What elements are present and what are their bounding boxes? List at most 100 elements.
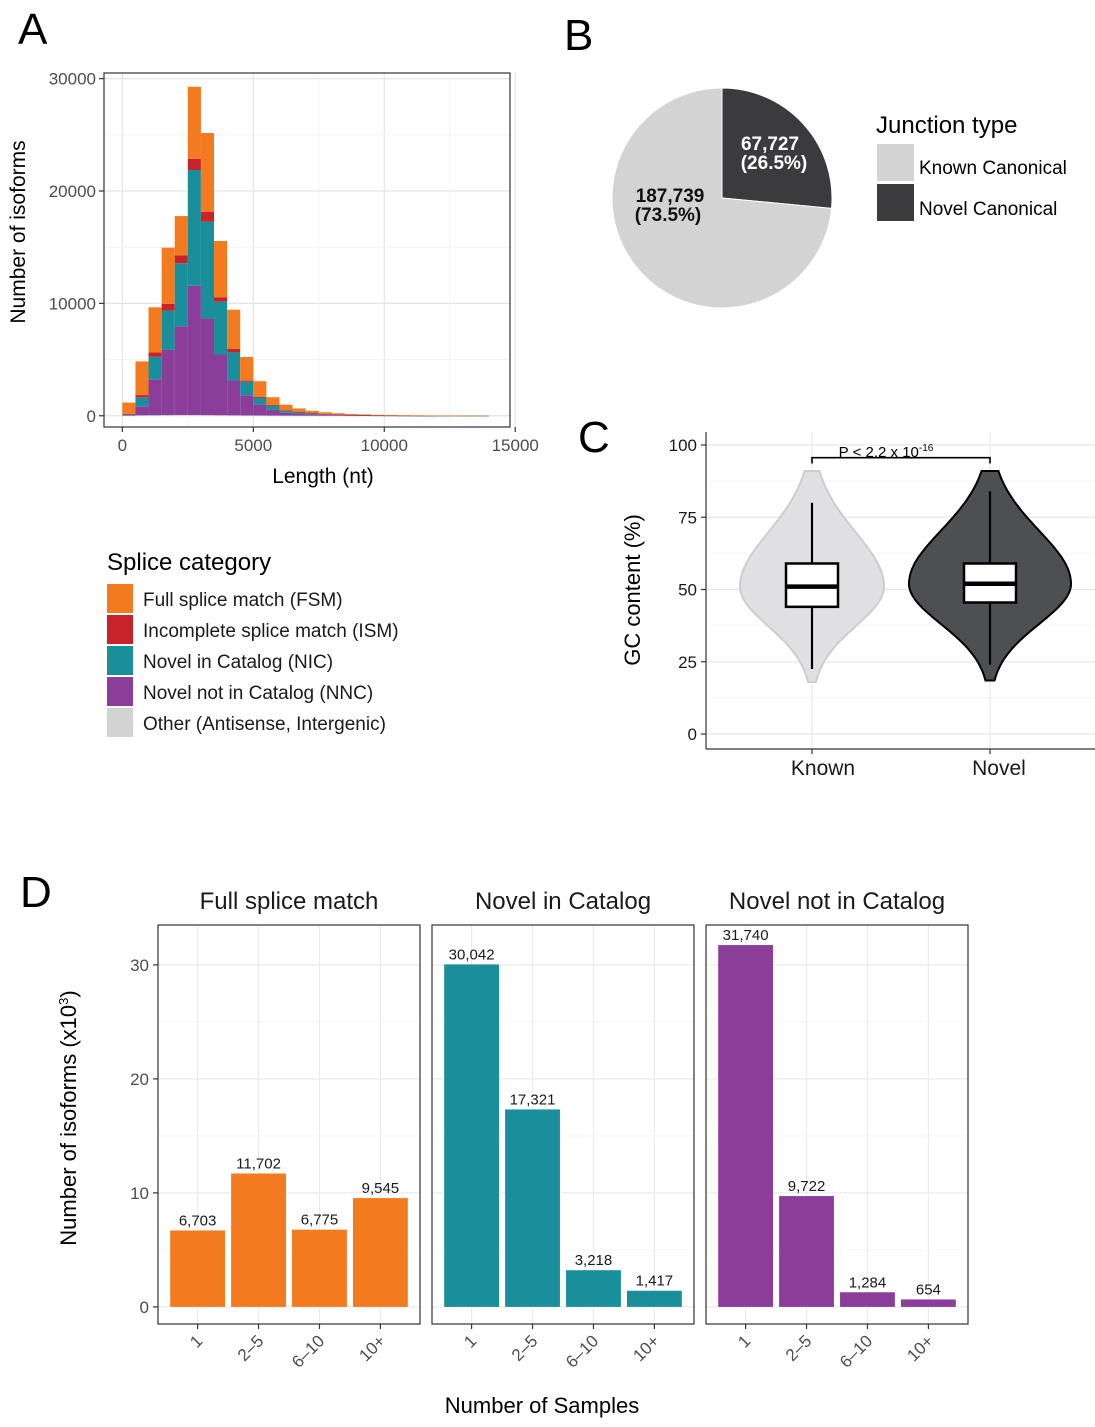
histogram-bar-nic-bin-0 (122, 414, 136, 415)
y-tick-label: 0 (87, 407, 96, 426)
significance-bracket (811, 456, 991, 464)
panel-c-y-axis-title: GC content (%) (620, 514, 645, 666)
histogram-bar-fsm-bin-26 (462, 415, 476, 417)
bar-full-splice-match-6-10 (292, 1229, 347, 1307)
histogram-bar-fsm-bin-25 (449, 415, 463, 417)
x-tick-label: 6–10 (836, 1331, 876, 1371)
facet-full-splice-match: Full splice match 6,703 1 11,702 2–5 6,775 6–1… (157, 888, 421, 1372)
legend-label-incomplete-splice-match-ism: Incomplete splice match (ISM) (143, 621, 399, 642)
histogram-bar-antisense-intergenic-bin-18 (358, 415, 372, 417)
histogram-bar-nic-bin-8 (227, 352, 241, 381)
x-tick-label: 6–10 (562, 1331, 602, 1371)
histogram-bar-nnc-bin-17 (344, 415, 359, 416)
panel-d-y-axis-title: Number of isoforms (x103) (56, 990, 81, 1245)
panel-d: D Full splice match 6,703 1 11,702 2–5 6,775 6… (20, 868, 969, 1418)
histogram-bar-ism-bin-19 (371, 415, 385, 416)
bar-data-label: 1,417 (636, 1273, 674, 1290)
histogram-bar-antisense-intergenic-bin-4 (174, 414, 188, 416)
pie-label-known-percent: (73.5%) (635, 205, 702, 226)
histogram-bar-antisense-intergenic-bin-10 (253, 415, 267, 417)
histogram-bar-ism-bin-12 (279, 410, 293, 411)
histogram-bar-fsm-bin-17 (344, 413, 359, 415)
pie-slice-known-canonical (611, 87, 833, 309)
pie-label-novel-percent: (26.5%) (741, 153, 808, 174)
histogram-bar-fsm-bin-1 (135, 361, 149, 396)
panel-c-letter: C (578, 413, 610, 462)
histogram-bar-fsm-bin-9 (240, 356, 254, 381)
histogram-bar-antisense-intergenic-bin-15 (318, 415, 332, 417)
facet-novel-not-in-catalog: Novel not in Catalog 31,740 1 9,722 2–5 1,284… (705, 888, 969, 1372)
histogram-bar-fsm-bin-3 (161, 247, 175, 304)
bar-novel-in-catalog-10 (626, 1290, 682, 1307)
facet-title: Novel in Catalog (475, 888, 651, 915)
x-tick-label: 1 (734, 1331, 754, 1351)
bar-novel-not-in-catalog-1 (718, 945, 774, 1307)
panel-a-y-axis-title: Number of isoforms (7, 140, 30, 323)
facet-border (705, 924, 969, 1325)
legend-swatch-known-canonical (877, 144, 914, 181)
histogram-bar-fsm-bin-24 (436, 415, 450, 417)
violin-group-novel (908, 470, 1072, 682)
y-tick-label: 0 (688, 725, 697, 744)
histogram-bar-antisense-intergenic-bin-2 (148, 415, 162, 416)
legend-swatch-novel-canonical (877, 184, 914, 221)
y-tick-label: 20000 (49, 182, 96, 201)
bar-novel-in-catalog-2-5 (505, 1109, 560, 1307)
x-tick-label: 10+ (629, 1331, 663, 1365)
legend-swatch-incomplete-splice-match-ism (107, 615, 133, 644)
bar-data-label: 9,545 (362, 1180, 400, 1197)
bar-data-label: 1,284 (849, 1274, 887, 1291)
histogram-bar-antisense-intergenic-bin-11 (266, 415, 280, 417)
x-tick-label: 2–5 (508, 1331, 541, 1364)
histogram-bar-fsm-bin-21 (397, 415, 411, 416)
histogram-bar-ism-bin-9 (240, 380, 254, 382)
pie-label-known-count: 187,739 (636, 186, 705, 207)
bar-data-label: 11,702 (236, 1155, 281, 1172)
legend-label-novel-not-in-catalog-nnc: Novel not in Catalog (NNC) (143, 683, 373, 704)
bar-novel-not-in-catalog-10 (900, 1299, 956, 1307)
y-tick-label: 10 (130, 1184, 149, 1203)
histogram-bar-nic-bin-10 (253, 397, 267, 405)
histogram-bar-ism-bin-10 (253, 396, 267, 398)
panel-a-x-axis-title: Length (nt) (272, 465, 374, 488)
panel-c-y-axis: 0 25 50 75 100 (669, 436, 706, 744)
histogram-bar-antisense-intergenic-bin-9 (240, 415, 254, 417)
histogram-bar-antisense-intergenic-bin-6 (200, 415, 215, 416)
histogram-bar-ism-bin-3 (161, 303, 175, 311)
histogram-bar-nnc-bin-0 (122, 414, 136, 416)
x-tick-label-known: Known (791, 757, 855, 780)
legend-label-other-antisense-intergenic: Other (Antisense, Intergenic) (143, 714, 386, 735)
bar-full-splice-match-2-5 (231, 1173, 286, 1307)
y-tick-label: 25 (678, 653, 697, 672)
panel-c: C 0 25 50 75 100 Known Novel GC content (%) P… (578, 413, 1095, 780)
panel-b-legend-title: Junction type (876, 112, 1017, 139)
panel-b-letter: B (564, 11, 593, 60)
x-tick-label: 2–5 (782, 1331, 815, 1364)
histogram-bar-antisense-intergenic-bin-16 (331, 415, 345, 417)
histogram-bar-nnc-bin-8 (227, 380, 241, 416)
histogram-bar-antisense-intergenic-bin-0 (122, 415, 136, 417)
histogram-bar-ism-bin-0 (122, 413, 136, 415)
bar-novel-in-catalog-1 (444, 964, 500, 1307)
histogram-bar-ism-bin-1 (135, 395, 149, 398)
bar-novel-not-in-catalog-2-5 (779, 1196, 834, 1307)
histogram-bar-fsm-bin-2 (148, 307, 162, 353)
x-tick-label: 1 (186, 1331, 206, 1351)
histogram-bar-nnc-bin-14 (305, 414, 319, 416)
bar-data-label: 17,321 (510, 1091, 556, 1108)
histogram-bar-nic-bin-5 (187, 169, 201, 286)
panel-c-significance: P < 2.2 x 10-16 (811, 443, 991, 464)
histogram-bar-nnc-bin-12 (279, 412, 293, 416)
histogram-bar-fsm-bin-16 (331, 413, 345, 415)
facet-border (431, 924, 695, 1325)
legend-label-known-canonical: Known Canonical (919, 158, 1067, 179)
bar-novel-in-catalog-6-10 (566, 1270, 621, 1307)
histogram-bar-ism-bin-14 (305, 413, 319, 414)
y-tick-label: 30000 (49, 70, 96, 89)
y-tick-label: 100 (669, 436, 697, 455)
panel-a-bars (122, 86, 490, 417)
histogram-bar-fsm-bin-5 (187, 86, 201, 159)
histogram-bar-nnc-bin-4 (174, 326, 188, 415)
histogram-bar-nic-bin-14 (305, 413, 319, 415)
